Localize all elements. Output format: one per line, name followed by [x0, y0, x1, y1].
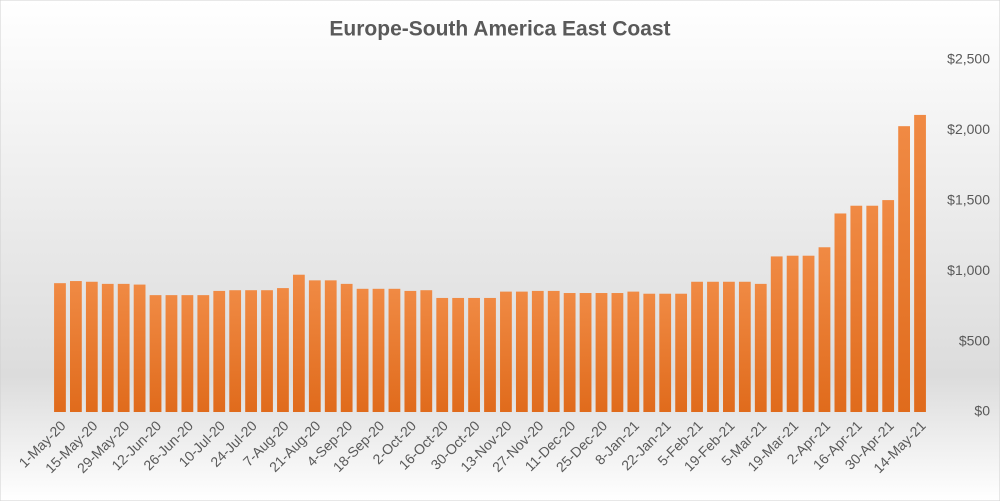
bar — [149, 295, 162, 412]
bar — [436, 297, 449, 412]
bar — [356, 288, 369, 412]
y-tick-label: $0 — [974, 403, 990, 419]
bar — [786, 255, 799, 412]
bar — [277, 288, 289, 412]
bar — [579, 293, 592, 412]
bar — [245, 290, 257, 412]
bar — [420, 290, 433, 412]
bar — [372, 288, 385, 412]
bar — [595, 293, 608, 412]
bar — [611, 293, 624, 412]
bar — [452, 297, 465, 412]
bar — [531, 290, 544, 412]
bar — [882, 200, 895, 412]
bar — [388, 288, 401, 412]
bar — [866, 205, 879, 412]
bar — [404, 290, 417, 412]
bar — [101, 283, 114, 412]
bar — [834, 213, 847, 412]
bar — [308, 280, 321, 412]
bar — [229, 290, 242, 412]
bar — [659, 293, 672, 412]
bar — [468, 297, 480, 412]
bar — [754, 283, 767, 412]
bar — [643, 293, 656, 412]
y-tick-label: $2,000 — [947, 121, 990, 137]
bar — [547, 290, 560, 412]
bar — [500, 291, 512, 412]
bar — [292, 274, 305, 412]
y-tick-label: $500 — [959, 332, 990, 348]
bar — [802, 255, 815, 412]
bar — [197, 295, 210, 412]
bar — [723, 281, 735, 412]
bar — [133, 284, 146, 412]
bar — [181, 295, 194, 412]
bar — [675, 293, 688, 412]
y-tick-label: $1,000 — [947, 262, 990, 278]
chart-title: Europe-South America East Coast — [329, 18, 670, 41]
y-tick-label: $1,500 — [947, 192, 990, 208]
bar — [850, 205, 863, 412]
bar — [770, 256, 783, 412]
bar — [340, 283, 353, 412]
bar — [691, 281, 703, 412]
bar — [213, 290, 226, 412]
bar — [515, 291, 528, 412]
bar — [85, 281, 98, 412]
bar — [117, 283, 130, 412]
bar — [707, 281, 719, 412]
bar — [898, 126, 911, 413]
bar — [165, 295, 178, 412]
bar — [627, 291, 640, 412]
bar — [261, 290, 273, 412]
bar — [563, 293, 576, 412]
bar — [484, 297, 496, 412]
bar — [69, 281, 82, 412]
bar — [738, 281, 751, 412]
bar — [54, 283, 66, 412]
bar — [914, 114, 926, 413]
bar — [324, 280, 337, 412]
bar — [818, 247, 831, 412]
y-tick-label: $2,500 — [947, 51, 990, 67]
